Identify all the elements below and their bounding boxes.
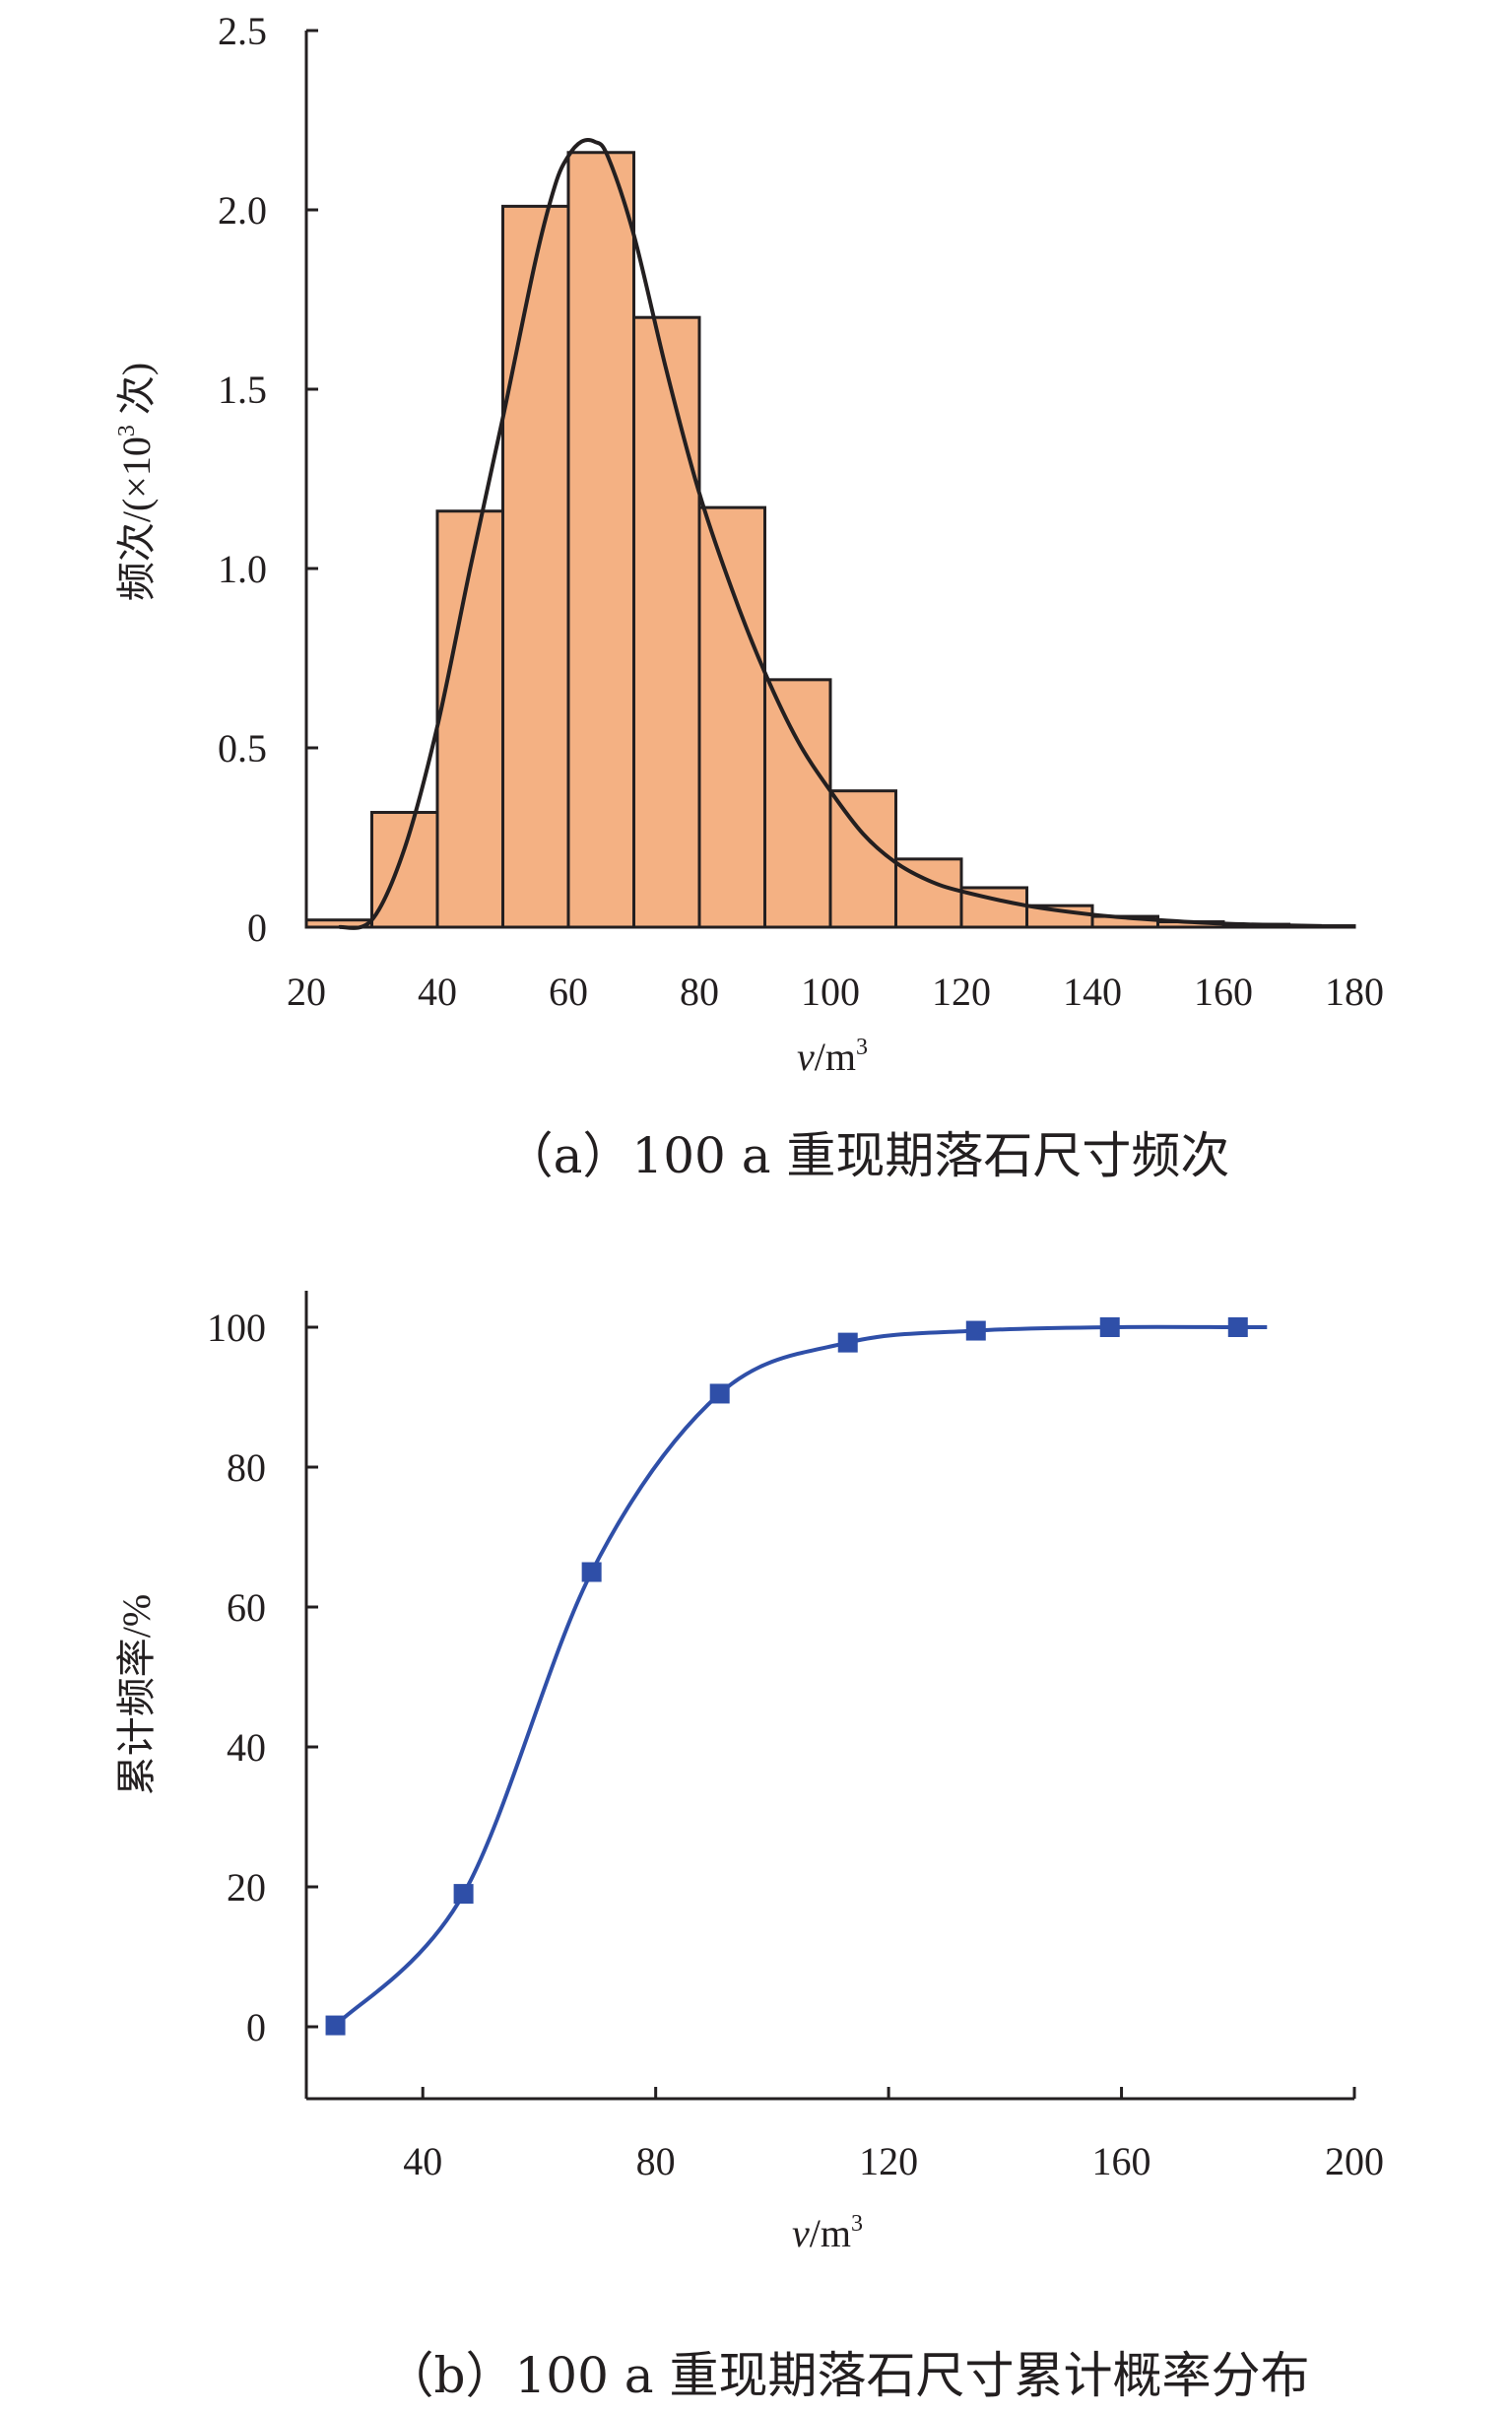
y-axis-label-b: 累计频率/%	[114, 1594, 159, 1795]
data-point	[453, 1884, 474, 1905]
y-tick-label: 100	[207, 1306, 266, 1350]
histogram-bar	[370, 811, 439, 929]
y-tick-label: 0.5	[218, 726, 267, 771]
y-tick-label: 80	[227, 1445, 266, 1490]
y-tick-label: 0	[246, 2005, 266, 2049]
y-tick-label: 2.0	[218, 188, 267, 233]
y-ticks-b: 0 20 40 60 80 100	[207, 1306, 318, 2049]
x-ticks-b: 40 80 120 160 200	[403, 2087, 1384, 2183]
x-tick-label: 60	[549, 970, 588, 1014]
cumulative-points	[325, 1317, 1248, 2036]
x-tick-label: 100	[801, 970, 860, 1014]
y-tick-label: 0	[247, 905, 267, 950]
histogram-bar	[632, 315, 701, 929]
histogram-bar	[566, 151, 635, 929]
histogram-bar	[697, 505, 766, 929]
y-axis-label-a: 频次/(×103 次)	[114, 363, 159, 601]
x-tick-label: 80	[636, 2139, 676, 2183]
data-point	[709, 1383, 730, 1404]
data-point	[581, 1562, 602, 1582]
x-ticks-a: 20 40 60 80 100 120 140 160 180	[287, 970, 1384, 1014]
cumulative-curve	[334, 1324, 1268, 2027]
x-axis-label-a: v/m3	[797, 1035, 868, 1079]
caption-a: （a）100 a 重现期落石尺寸频次	[504, 1127, 1230, 1184]
histogram-bar	[501, 204, 570, 929]
y-tick-label: 1.5	[218, 368, 267, 412]
x-tick-label: 20	[287, 970, 326, 1014]
x-tick-label: 160	[1092, 2139, 1151, 2183]
x-tick-label: 80	[680, 970, 719, 1014]
data-point	[837, 1332, 858, 1353]
fit-curve	[338, 138, 1322, 930]
histogram-bars	[304, 151, 1356, 929]
x-tick-label: 120	[932, 970, 991, 1014]
histogram-bar	[828, 789, 897, 929]
y-ticks-a: 0 0.5 1.0 1.5 2.0 2.5	[218, 9, 318, 950]
chart-b: 0 20 40 60 80 100 40 80 120 160 200 v/m3 累计频率/% （…	[114, 1291, 1384, 2404]
histogram-bar	[763, 678, 832, 929]
chart-a: 0 0.5 1.0 1.5 2.0 2.5 20 40 60 80 100 120 140 160 180…	[114, 9, 1384, 1184]
y-tick-label: 40	[227, 1725, 266, 1770]
data-point	[965, 1320, 986, 1341]
y-tick-label: 1.0	[218, 547, 267, 591]
caption-b: （b）100 a 重现期落石尺寸累计概率分布	[384, 2347, 1309, 2404]
x-tick-label: 40	[403, 2139, 442, 2183]
y-tick-label: 60	[227, 1585, 266, 1630]
y-tick-label: 2.5	[218, 9, 267, 53]
y-tick-label: 20	[227, 1865, 266, 1910]
data-point	[1227, 1317, 1248, 1337]
x-tick-label: 120	[859, 2139, 918, 2183]
data-point	[1099, 1317, 1120, 1337]
x-tick-label: 200	[1325, 2139, 1384, 2183]
x-axis-label-b: v/m3	[792, 2211, 863, 2255]
x-tick-label: 40	[418, 970, 457, 1014]
x-tick-label: 160	[1194, 970, 1253, 1014]
x-tick-label: 180	[1325, 970, 1384, 1014]
data-point	[325, 2015, 346, 2036]
x-tick-label: 140	[1063, 970, 1122, 1014]
